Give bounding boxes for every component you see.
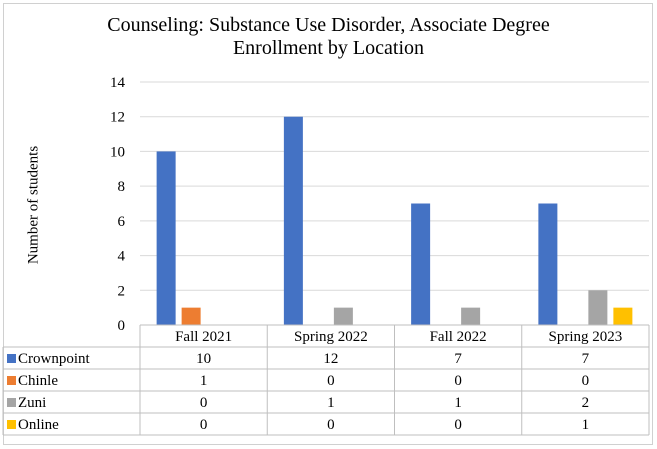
y-tick-label: 12 — [110, 110, 125, 126]
data-label: 7 — [582, 351, 590, 367]
bar-zuni — [461, 307, 481, 325]
y-tick-label: 2 — [118, 283, 126, 299]
x-tick-label: Spring 2022 — [294, 329, 368, 345]
y-tick-label: 0 — [118, 318, 126, 334]
bar-chinle — [181, 307, 201, 325]
x-tick-label: Fall 2022 — [430, 329, 487, 345]
x-tick-label: Spring 2023 — [548, 329, 622, 345]
legend-key-zuni — [7, 398, 16, 407]
data-label: 1 — [582, 417, 590, 433]
bar-online — [613, 307, 633, 325]
data-label: 0 — [327, 373, 335, 389]
legend-label: Zuni — [18, 395, 46, 411]
chart-title-line-2: Enrollment by Location — [232, 37, 425, 59]
y-tick-label: 6 — [118, 214, 126, 230]
y-tick-label: 10 — [110, 144, 125, 160]
data-label: 0 — [454, 417, 462, 433]
bar-crownpoint — [283, 116, 303, 325]
data-label: 1 — [327, 395, 335, 411]
chart-title-line-1: Counseling: Substance Use Disorder, Asso… — [107, 14, 550, 36]
data-label: 0 — [200, 395, 208, 411]
bar-zuni — [588, 290, 608, 325]
legend-label: Chinle — [18, 373, 58, 389]
y-tick-label: 8 — [118, 179, 126, 195]
data-label: 10 — [196, 351, 211, 367]
bar-zuni — [333, 307, 353, 325]
data-label: 7 — [454, 351, 462, 367]
data-label: 1 — [200, 373, 208, 389]
data-label: 2 — [582, 395, 590, 411]
data-label: 0 — [582, 373, 590, 389]
bar-crownpoint — [538, 203, 558, 325]
legend-key-crownpoint — [7, 354, 16, 363]
chart-title: Counseling: Substance Use Disorder, Asso… — [0, 14, 657, 60]
bar-crownpoint — [156, 151, 176, 325]
legend-key-online — [7, 420, 16, 429]
legend-label: Crownpoint — [18, 351, 91, 367]
y-tick-label: 14 — [110, 75, 126, 91]
data-label: 1 — [454, 395, 462, 411]
legend-label: Online — [18, 417, 59, 433]
data-label: 0 — [200, 417, 208, 433]
y-tick-label: 4 — [118, 249, 126, 265]
data-label: 0 — [454, 373, 462, 389]
bar-crownpoint — [411, 203, 431, 325]
legend-key-chinle — [7, 376, 16, 385]
data-label: 0 — [327, 417, 335, 433]
data-label: 12 — [323, 351, 338, 367]
x-tick-label: Fall 2021 — [175, 329, 232, 345]
